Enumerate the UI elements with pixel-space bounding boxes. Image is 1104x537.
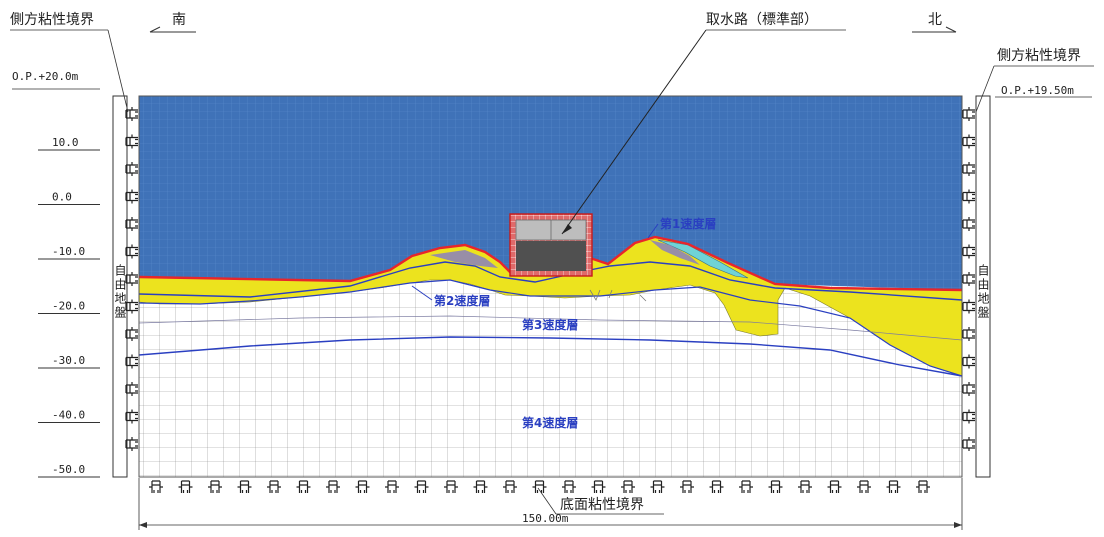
- damper-icon: [591, 480, 606, 493]
- damper-icon: [962, 107, 975, 121]
- damper-icon: [962, 244, 975, 259]
- elevation-tick-label: 10.0: [52, 136, 79, 149]
- damper-icon: [962, 327, 975, 341]
- damper-icon: [962, 272, 975, 286]
- layer-2-label: 第2速度層: [434, 293, 490, 308]
- damper-icon: [962, 382, 975, 396]
- damper-icon: [962, 189, 975, 204]
- damper-icon: [532, 480, 547, 493]
- bottom-boundary-label: 底面粘性境界: [560, 497, 644, 513]
- damper-row-bottom: [149, 480, 930, 493]
- damper-icon: [125, 382, 138, 396]
- damper-icon: [827, 480, 842, 493]
- damper-icon: [267, 480, 281, 493]
- damper-icon: [962, 437, 975, 451]
- damper-icon: [125, 437, 138, 451]
- damper-icon: [886, 480, 901, 493]
- model-border: [138, 95, 963, 478]
- lateral-boundary-left-label: 側方粘性境界: [10, 12, 94, 28]
- violet-fill-north: [650, 240, 700, 265]
- damper-icon: [962, 134, 975, 149]
- damper-icon: [125, 327, 138, 341]
- elevation-axis: 10.0 0.0 -10.0 -20.0 -30.0 -40.0 -50.0: [38, 136, 100, 478]
- damper-icon: [503, 480, 517, 493]
- south-arrow: [149, 26, 196, 33]
- damper-icon: [650, 480, 665, 493]
- damper-column-left: [125, 107, 138, 451]
- damper-icon: [125, 299, 138, 314]
- free-field-right-label: 自由地盤: [976, 264, 990, 320]
- damper-icon: [916, 480, 930, 493]
- damper-icon: [355, 480, 370, 493]
- damper-icon: [414, 480, 429, 493]
- layer-line-3: [139, 336, 962, 377]
- free-field-left: [112, 95, 128, 478]
- north-label: 北: [928, 12, 942, 28]
- damper-icon: [562, 480, 576, 493]
- damper-icon: [178, 480, 193, 493]
- damper-icon: [125, 217, 138, 231]
- damper-column-right: [962, 107, 975, 451]
- damper-icon: [125, 244, 138, 259]
- damper-icon: [296, 480, 311, 493]
- damper-icon: [237, 480, 252, 493]
- layer-line-2: [139, 279, 962, 377]
- damper-icon: [208, 480, 222, 493]
- damper-icon: [149, 480, 163, 493]
- elevation-tick-label: -40.0: [52, 409, 85, 422]
- damper-icon: [125, 107, 138, 121]
- lateral-boundary-right-label: 側方粘性境界: [997, 48, 1081, 64]
- elevation-tick-label: -50.0: [52, 463, 85, 476]
- damper-icon: [709, 480, 724, 493]
- damper-icon: [768, 480, 783, 493]
- free-field-right: [975, 95, 991, 478]
- damper-icon: [680, 480, 694, 493]
- damper-icon: [962, 299, 975, 314]
- layer-4-label: 第4速度層: [522, 415, 578, 430]
- damper-icon: [326, 480, 340, 493]
- damper-icon: [125, 272, 138, 286]
- intake-structure: [509, 213, 593, 277]
- damper-icon: [857, 480, 871, 493]
- damper-icon: [962, 162, 975, 176]
- width-label: 150.00m: [522, 512, 569, 525]
- layer-line-1: [139, 261, 962, 301]
- damper-icon: [385, 480, 399, 493]
- violet-fill-south: [430, 250, 498, 268]
- damper-icon: [125, 409, 138, 424]
- damper-icon: [798, 480, 812, 493]
- damper-icon: [444, 480, 458, 493]
- layer-3-label: 第3速度層: [522, 317, 578, 332]
- damper-icon: [739, 480, 753, 493]
- damper-icon: [125, 189, 138, 204]
- damper-icon: [962, 217, 975, 231]
- elevation-tick-label: -20.0: [52, 300, 85, 313]
- intake-label: 取水路（標準部）: [706, 12, 818, 28]
- elevation-tick-label: 0.0: [52, 191, 72, 204]
- layer-1-label: 第1速度層: [660, 216, 716, 231]
- model-body: [139, 96, 962, 477]
- elevation-top-left: O.P.+20.0m: [12, 70, 79, 83]
- damper-icon: [621, 480, 635, 493]
- damper-icon: [125, 134, 138, 149]
- damper-icon: [125, 354, 138, 369]
- elevation-top-right: O.P.+19.50m: [1001, 84, 1074, 97]
- elevation-tick-label: -30.0: [52, 354, 85, 367]
- north-arrow: [912, 26, 957, 33]
- layer-line-4: [139, 315, 962, 341]
- damper-icon: [473, 480, 488, 493]
- damper-icon: [962, 409, 975, 424]
- south-label: 南: [172, 12, 186, 28]
- intake-leader-arrow: [562, 224, 572, 234]
- damper-icon: [125, 162, 138, 176]
- elevation-tick-label: -10.0: [52, 245, 85, 258]
- detail-marks: [589, 289, 647, 302]
- damper-icon: [962, 354, 975, 369]
- free-field-left-label: 自由地盤: [113, 264, 127, 320]
